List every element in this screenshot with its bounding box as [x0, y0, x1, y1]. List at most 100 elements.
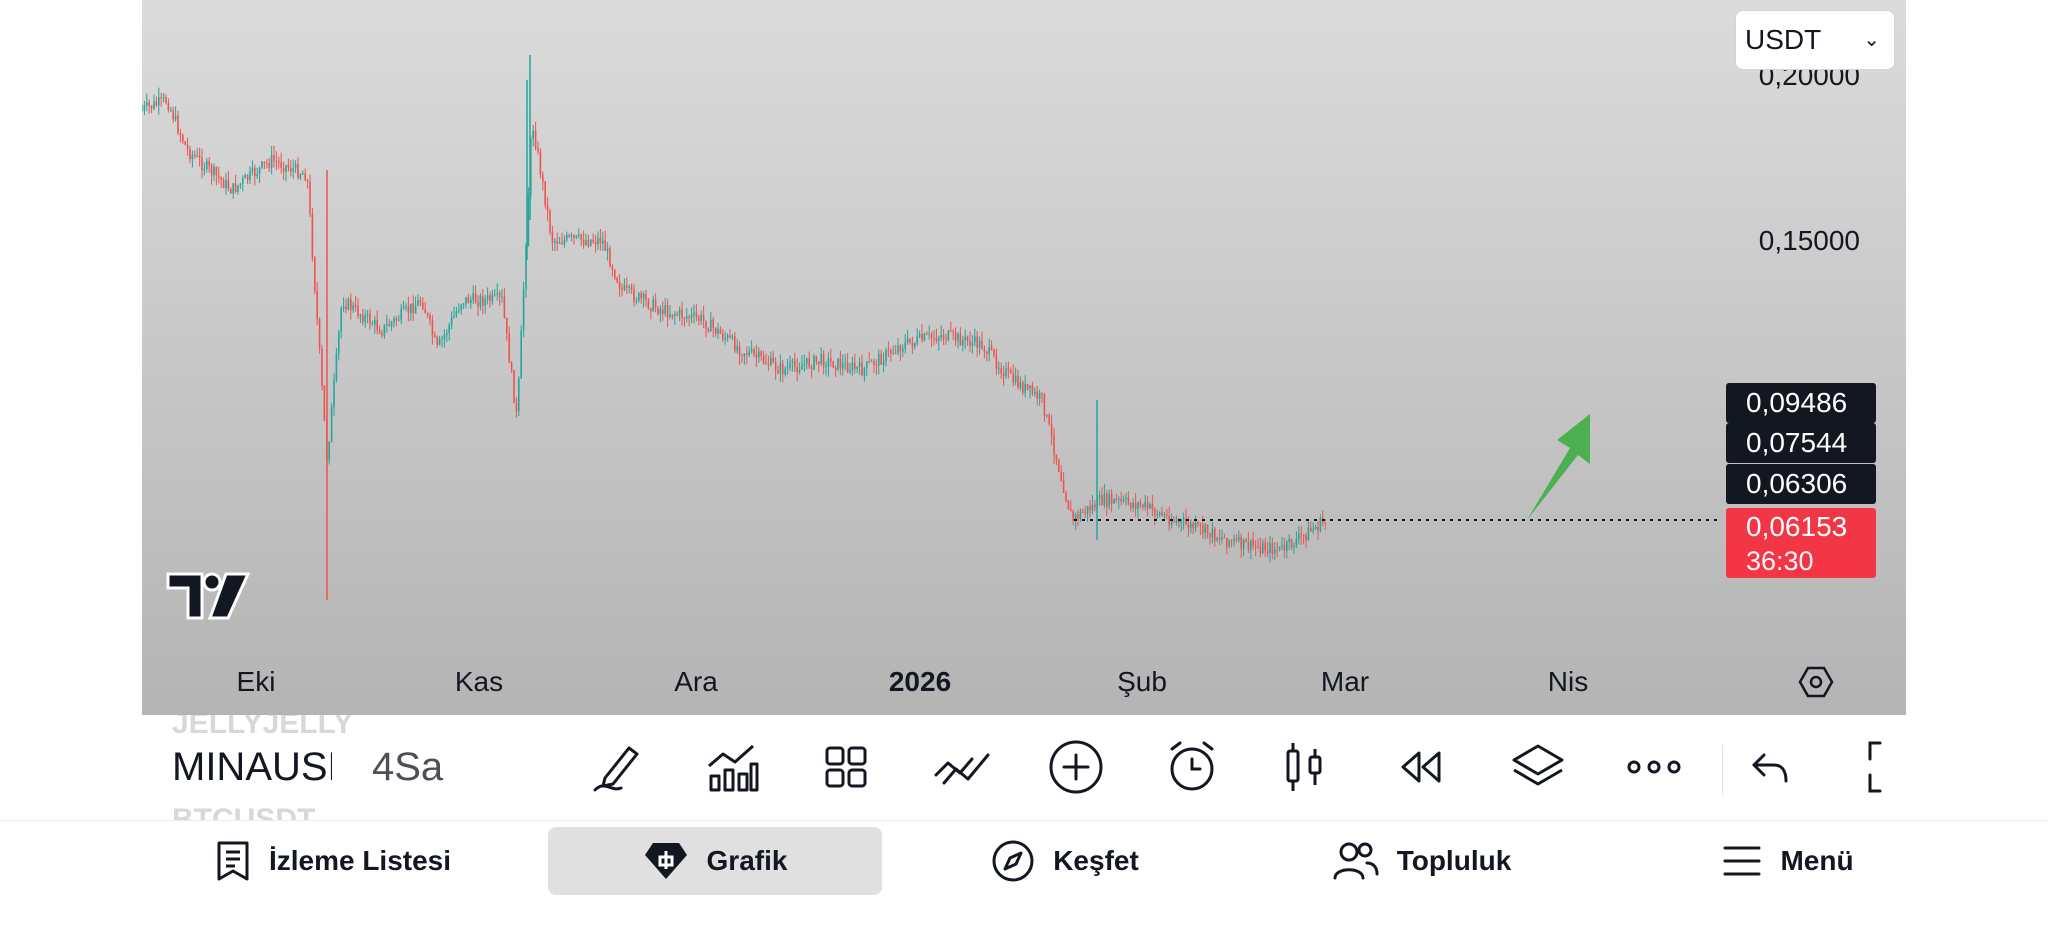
- more-icon[interactable]: [1624, 737, 1684, 797]
- candle-body: [1154, 509, 1156, 516]
- candle-body: [1043, 394, 1046, 417]
- indicators-icon[interactable]: [702, 737, 762, 797]
- candle-body: [465, 296, 467, 304]
- layouts-icon[interactable]: [816, 737, 876, 797]
- candle-body: [1010, 370, 1012, 374]
- symbol-list-prev[interactable]: JELLYJELLY: [172, 715, 354, 740]
- candle-body: [938, 337, 940, 342]
- candle-body: [760, 351, 762, 357]
- candle-body: [306, 180, 309, 182]
- candle-body: [160, 96, 162, 98]
- nav-community[interactable]: Topluluk: [1322, 827, 1522, 895]
- candle-body: [856, 366, 858, 369]
- candle-body: [362, 314, 364, 323]
- candle-body: [340, 308, 342, 332]
- candle-body: [489, 295, 491, 302]
- replay-icon[interactable]: [1392, 737, 1452, 797]
- candle-body: [714, 327, 717, 334]
- symbol-name[interactable]: MINAUSDT: [172, 745, 332, 789]
- currency-select[interactable]: USDT ⌄: [1735, 10, 1895, 70]
- draw-pen-icon[interactable]: [588, 737, 648, 797]
- candle-type-icon[interactable]: [1274, 737, 1334, 797]
- candle-body: [844, 362, 846, 364]
- undo-icon[interactable]: [1740, 737, 1800, 797]
- candle-body: [496, 293, 498, 295]
- x-axis-label: Kas: [454, 666, 504, 697]
- candle-body: [1288, 538, 1290, 542]
- candle-body: [227, 179, 230, 190]
- candle-body: [1283, 545, 1286, 551]
- candle-body: [292, 168, 294, 172]
- candle-body: [1101, 495, 1103, 506]
- up-arrow-annotation[interactable]: [1527, 414, 1590, 520]
- alert-clock-icon[interactable]: [1162, 737, 1222, 797]
- candle-body: [1034, 391, 1036, 394]
- price-tag-low: 0,06306: [1726, 464, 1876, 504]
- candle-body: [479, 296, 482, 307]
- candle-body: [184, 141, 186, 145]
- candle-body: [626, 285, 628, 288]
- candle-body: [268, 163, 270, 168]
- nav-explore[interactable]: Keşfet: [960, 827, 1170, 895]
- candle-body: [724, 338, 726, 340]
- candle-body: [806, 357, 808, 364]
- candle-body: [1012, 373, 1014, 383]
- candle-body: [1132, 503, 1134, 508]
- candle-body: [1240, 536, 1242, 549]
- drawing-tools-icon[interactable]: [932, 737, 992, 797]
- candle-body: [933, 337, 935, 339]
- x-axis-label-year: 2026: [888, 666, 952, 697]
- candle-body: [935, 338, 938, 342]
- candle-body: [789, 362, 791, 368]
- candle-body: [1230, 540, 1233, 542]
- candle-body: [455, 311, 458, 316]
- chart-area[interactable]: 0,20000 0,15000 0,09486 0,07544 0,06306 …: [142, 0, 1906, 715]
- candle-body: [1139, 502, 1142, 505]
- fullscreen-icon[interactable]: [1852, 737, 1906, 797]
- candle-body: [1209, 533, 1211, 538]
- candle-body: [203, 168, 206, 170]
- current-price-tag: 0,06153 36:30: [1726, 508, 1876, 578]
- candle-body: [772, 357, 774, 363]
- price-chart[interactable]: [142, 0, 1906, 715]
- candle-body: [1281, 545, 1283, 547]
- symbol-list-next[interactable]: BTCUSDT: [172, 803, 316, 820]
- candle-body: [1290, 538, 1293, 548]
- candle-body: [995, 355, 998, 369]
- candle-body: [616, 277, 618, 283]
- candle-body: [1182, 518, 1185, 521]
- candle-body: [1295, 538, 1298, 546]
- axis-settings-icon[interactable]: [1798, 664, 1834, 705]
- candle-body: [1161, 512, 1163, 516]
- candle-body: [858, 362, 861, 367]
- nav-watchlist[interactable]: İzleme Listesi: [188, 827, 478, 895]
- candle-body: [242, 178, 244, 184]
- chevron-down-icon: ⌄: [1863, 29, 1880, 51]
- candle-body: [323, 385, 326, 421]
- candle-body: [244, 175, 246, 179]
- layers-icon[interactable]: [1508, 737, 1568, 797]
- candle-body: [796, 366, 798, 373]
- candle-body: [328, 442, 330, 461]
- interval-button[interactable]: 4Sa: [372, 745, 444, 789]
- candle-body: [208, 160, 210, 166]
- candle-body: [196, 155, 198, 157]
- nav-chart[interactable]: Grafik: [548, 827, 882, 895]
- candle-body: [894, 352, 897, 354]
- nav-menu[interactable]: Menü: [1708, 827, 1868, 895]
- candle-body: [676, 314, 678, 316]
- candle-body: [395, 318, 398, 321]
- candle-body: [962, 339, 964, 346]
- candle-body: [623, 285, 626, 290]
- candle-body: [419, 300, 422, 304]
- candle-body: [364, 315, 366, 323]
- candle-body: [318, 319, 321, 349]
- add-icon[interactable]: [1046, 737, 1106, 797]
- candle-body: [671, 314, 674, 317]
- candle-body: [674, 314, 676, 317]
- chart-diamond-icon: [643, 841, 689, 881]
- candle-body: [534, 130, 537, 149]
- tradingview-logo[interactable]: [166, 572, 251, 625]
- candle-body: [1317, 526, 1319, 531]
- candle-body: [280, 161, 282, 168]
